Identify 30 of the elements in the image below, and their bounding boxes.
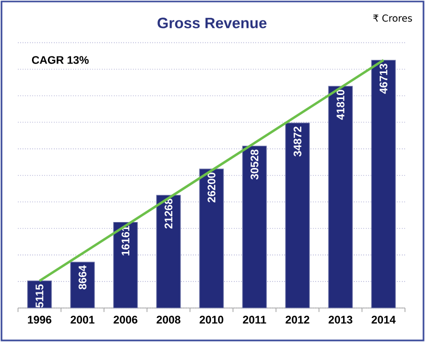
bar [70, 262, 95, 308]
annotation: CAGR 13% [32, 56, 89, 64]
bar [371, 60, 396, 308]
data-label: 46713 [380, 64, 388, 94]
data-label: 26200 [208, 172, 216, 202]
bar [285, 122, 310, 308]
text: ₹ Crores [373, 14, 412, 22]
data-label: 21268 [164, 198, 172, 229]
data-label: 16161 [122, 226, 130, 256]
x-tick-label: 2014 [372, 316, 396, 324]
data-label: 41810 [336, 90, 344, 120]
data-label: 34872 [294, 126, 302, 156]
x-tick-label: 2011 [242, 316, 266, 324]
data-label: 30528 [250, 150, 258, 180]
x-tick-label: 2012 [286, 316, 310, 324]
bar [199, 168, 224, 308]
bar [27, 280, 52, 308]
bar [242, 146, 267, 308]
x-tick-label: 2013 [328, 316, 352, 324]
bar [156, 194, 181, 308]
x-tick-label: 2008 [156, 316, 180, 324]
chart-title: Gross Revenue [158, 18, 266, 28]
data-label: 5115 [36, 284, 44, 308]
x-tick-label: 2010 [200, 316, 224, 324]
x-tick-label: 2001 [70, 316, 94, 324]
x-tick-label: 2006 [114, 316, 138, 324]
bar [328, 86, 353, 308]
x-tick-label: 1996 [28, 316, 52, 324]
bar [113, 222, 138, 308]
data-label: 8664 [78, 265, 86, 290]
